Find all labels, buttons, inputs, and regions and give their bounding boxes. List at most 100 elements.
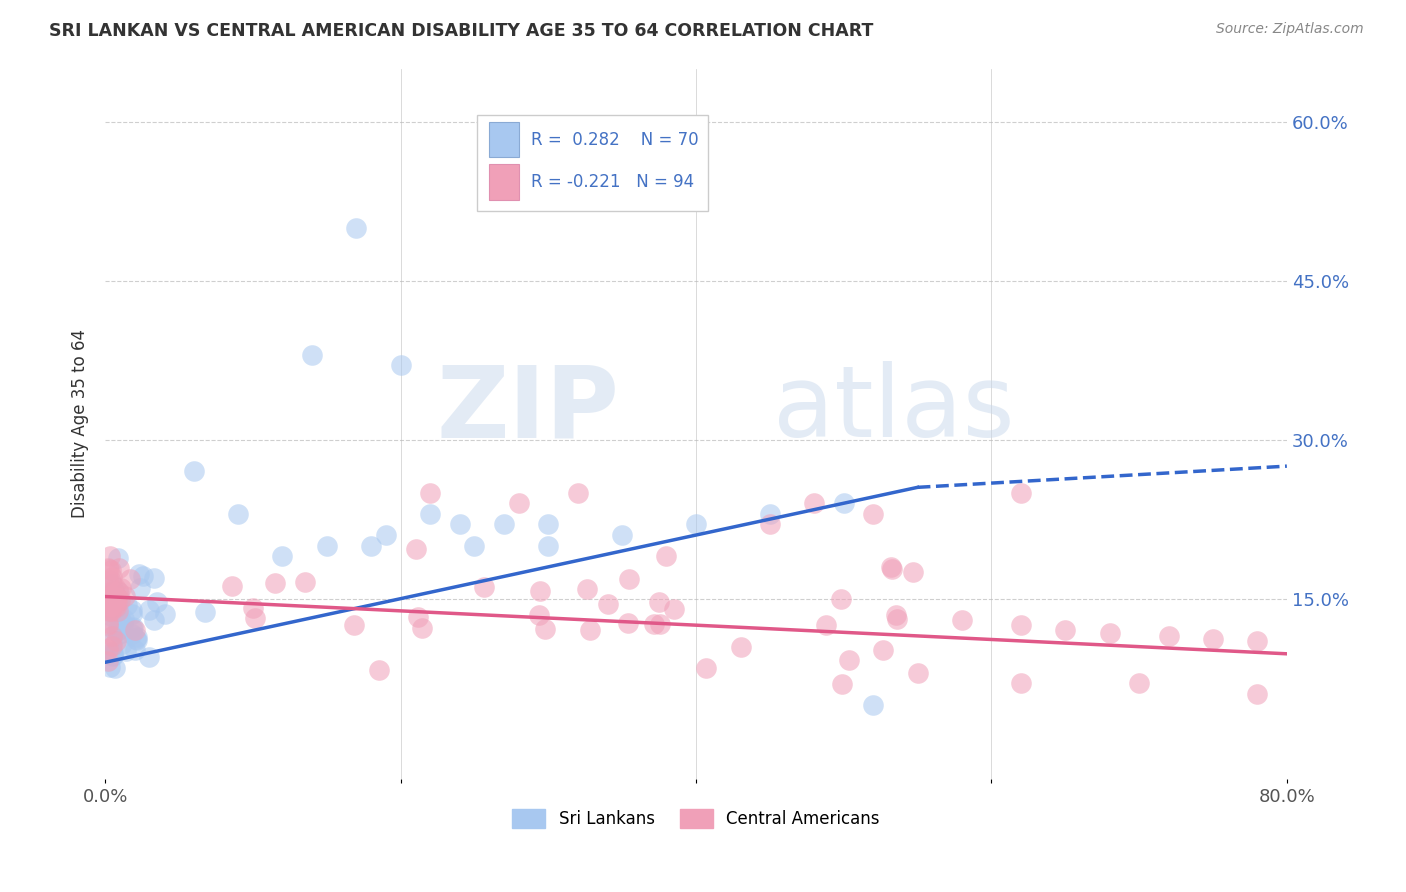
Point <box>98 596 121 610</box>
Point <box>315 539 337 553</box>
Point <box>838 653 860 667</box>
Point <box>97 591 120 606</box>
Point <box>107 627 129 641</box>
Point <box>862 507 884 521</box>
Legend: Sri Lankans, Central Americans: Sri Lankans, Central Americans <box>505 802 887 835</box>
Point <box>114 644 136 658</box>
Point <box>153 607 176 622</box>
Point <box>695 660 717 674</box>
Point <box>114 589 136 603</box>
Point <box>103 584 125 599</box>
Point <box>907 665 929 680</box>
Point <box>226 507 249 521</box>
Point <box>408 610 430 624</box>
Point <box>1202 632 1225 646</box>
Point <box>97 641 120 656</box>
Point <box>124 623 146 637</box>
Point <box>101 584 124 599</box>
Point <box>111 637 134 651</box>
Point <box>617 616 640 631</box>
Point <box>97 561 120 575</box>
Point <box>98 660 121 674</box>
Point <box>1128 676 1150 690</box>
Point <box>100 604 122 618</box>
Point <box>578 623 600 637</box>
Point <box>138 603 160 617</box>
Point <box>105 594 128 608</box>
Point <box>110 613 132 627</box>
Point <box>367 663 389 677</box>
Point <box>103 647 125 661</box>
Point <box>575 582 598 597</box>
Point <box>1010 618 1032 632</box>
Text: R = -0.221   N = 94: R = -0.221 N = 94 <box>530 173 693 191</box>
Point <box>730 640 752 654</box>
Point <box>101 648 124 662</box>
Point <box>100 639 122 653</box>
Point <box>612 528 634 542</box>
Point <box>124 643 146 657</box>
Point <box>449 517 471 532</box>
Point <box>419 485 441 500</box>
Point <box>105 591 128 605</box>
Point <box>100 629 122 643</box>
Text: Source: ZipAtlas.com: Source: ZipAtlas.com <box>1216 22 1364 37</box>
Point <box>648 595 671 609</box>
Point <box>121 603 143 617</box>
Point <box>759 517 782 532</box>
Point <box>294 574 316 589</box>
Point <box>118 572 141 586</box>
Point <box>146 595 169 609</box>
Point <box>1157 629 1180 643</box>
Point <box>492 517 515 532</box>
Point <box>830 592 852 607</box>
Point <box>104 634 127 648</box>
Point <box>142 570 165 584</box>
Point <box>98 591 121 606</box>
Point <box>122 619 145 633</box>
Point <box>110 581 132 595</box>
Point <box>101 570 124 584</box>
Point <box>107 583 129 598</box>
Point <box>132 569 155 583</box>
Point <box>650 616 672 631</box>
Point <box>127 630 149 644</box>
Bar <box>489 122 519 157</box>
Point <box>98 600 121 615</box>
Point <box>104 606 127 620</box>
Point <box>886 612 908 626</box>
Point <box>97 590 120 604</box>
Point <box>104 661 127 675</box>
Point <box>950 613 973 627</box>
Point <box>880 560 903 574</box>
Point <box>98 549 121 564</box>
Point <box>643 616 665 631</box>
Point <box>343 617 366 632</box>
Point <box>98 605 121 619</box>
Point <box>301 348 323 362</box>
Point <box>1010 485 1032 500</box>
Point <box>117 598 139 612</box>
Point <box>104 599 127 613</box>
Point <box>100 576 122 591</box>
Point <box>105 624 128 639</box>
Point <box>97 573 120 587</box>
Point <box>112 617 135 632</box>
Point <box>101 623 124 637</box>
Point <box>98 599 121 613</box>
Point <box>537 517 560 532</box>
Point <box>107 621 129 635</box>
Point <box>97 654 120 668</box>
Point <box>107 551 129 566</box>
Point <box>405 542 427 557</box>
Point <box>101 635 124 649</box>
Point <box>596 597 619 611</box>
Point <box>121 607 143 621</box>
Point <box>221 579 243 593</box>
Text: ZIP: ZIP <box>436 361 619 458</box>
Point <box>759 507 782 521</box>
Text: SRI LANKAN VS CENTRAL AMERICAN DISABILITY AGE 35 TO 64 CORRELATION CHART: SRI LANKAN VS CENTRAL AMERICAN DISABILIT… <box>49 22 873 40</box>
Point <box>100 562 122 576</box>
Point <box>104 580 127 594</box>
Point <box>101 590 124 604</box>
